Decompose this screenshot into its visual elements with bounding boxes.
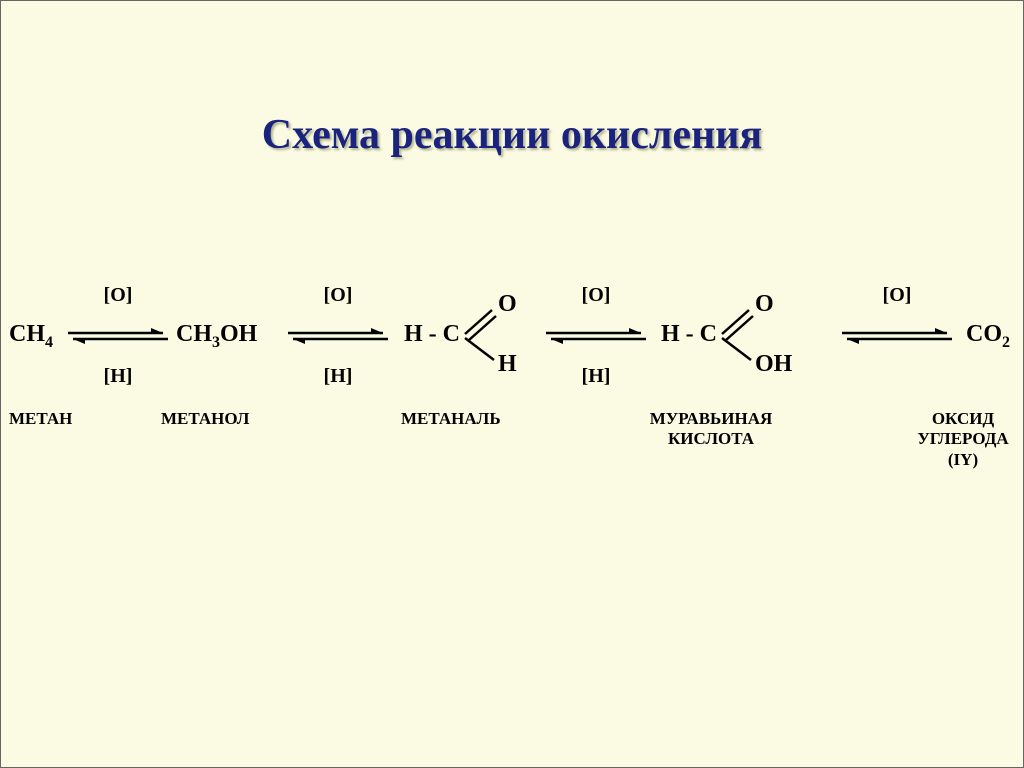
arrow-top-label: [O] <box>63 284 173 307</box>
equilibrium-arrow-4: [O] <box>837 306 957 366</box>
arrow-icon <box>63 306 173 366</box>
label-methanol: МЕТАНОЛ <box>161 409 249 429</box>
atom-bot: OH <box>755 351 792 378</box>
formula-sub: 3 <box>212 334 220 351</box>
formula-text: CH <box>9 321 45 347</box>
label-formic-acid: МУРАВЬИНАЯКИСЛОТА <box>641 409 781 450</box>
arrow-top-label: [O] <box>837 284 957 307</box>
compound-co2: CO2 <box>966 321 1010 352</box>
arrow-top-label: [O] <box>283 284 393 307</box>
label-co2: ОКСИДУГЛЕРОДА (IY) <box>901 409 1024 470</box>
arrow-bot-label: [H] <box>63 365 173 388</box>
arrow-bot-label: [H] <box>541 365 651 388</box>
arrow-icon <box>283 306 393 366</box>
struct-prefix: H - C <box>404 321 460 347</box>
arrow-bot-label: [H] <box>283 365 393 388</box>
reaction-scheme: CH4 [O] [H] CH3OH [O] [H] H - C <box>1 296 1024 416</box>
equilibrium-arrow-3: [O] [H] <box>541 306 651 366</box>
page-title: Схема реакции окисления <box>1 111 1023 159</box>
compound-formic-acid: H - C O OH <box>661 321 717 348</box>
label-methanal: МЕТАНАЛЬ <box>401 409 501 429</box>
atom-top: O <box>498 291 517 318</box>
formula-text: CH <box>176 321 212 347</box>
equilibrium-arrow-2: [O] [H] <box>283 306 393 366</box>
formula-text: OH <box>220 321 257 347</box>
formula-sub: 4 <box>45 334 53 351</box>
arrow-icon <box>541 306 651 366</box>
arrow-top-label: [O] <box>541 284 651 307</box>
compound-methane: CH4 <box>9 321 53 352</box>
compound-methanal: H - C O H <box>404 321 460 348</box>
struct-prefix: H - C <box>661 321 717 347</box>
atom-bot: H <box>498 351 517 378</box>
label-methane: МЕТАН <box>9 409 72 429</box>
compound-methanol: CH3OH <box>176 321 257 352</box>
arrow-icon <box>837 306 957 366</box>
formula-sub: 2 <box>1002 334 1010 351</box>
atom-top: O <box>755 291 774 318</box>
formula-text: CO <box>966 321 1002 347</box>
equilibrium-arrow-1: [O] [H] <box>63 306 173 366</box>
